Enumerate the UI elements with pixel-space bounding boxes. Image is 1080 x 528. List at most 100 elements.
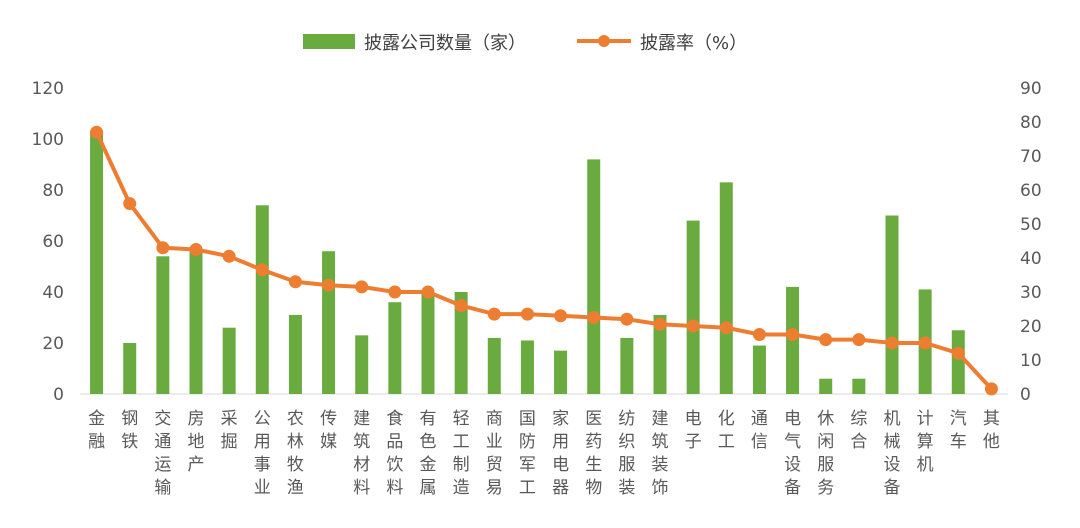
- bar: [886, 216, 899, 395]
- left-axis-tick-label: 60: [42, 232, 64, 252]
- right-axis: 0 10 20 30 40 50 60 70 80 90: [1020, 79, 1042, 405]
- rate-point: [256, 263, 269, 276]
- bar: [123, 343, 136, 394]
- rate-point: [720, 321, 733, 334]
- rate-point: [919, 337, 932, 350]
- bar: [223, 328, 236, 394]
- bar: [355, 335, 368, 394]
- rate-point: [388, 286, 401, 299]
- left-axis-tick-label: 100: [32, 130, 64, 150]
- rate-point: [753, 328, 766, 341]
- category-label: 建筑装饰: [652, 409, 669, 498]
- right-axis-tick-label: 0: [1020, 385, 1031, 405]
- bar-series: [90, 131, 965, 394]
- right-axis-tick-label: 90: [1020, 79, 1042, 99]
- bar: [620, 338, 633, 394]
- category-label: 金融: [88, 409, 105, 452]
- rate-point: [786, 328, 799, 341]
- right-axis-tick-label: 20: [1020, 317, 1042, 337]
- category-label: 建筑材料: [353, 409, 370, 498]
- legend-label-bar: 披露公司数量（家）: [364, 33, 526, 54]
- bar: [521, 340, 534, 394]
- bar: [156, 256, 169, 394]
- rate-point: [488, 308, 501, 321]
- category-label: 采掘: [221, 409, 238, 452]
- rate-point: [223, 250, 236, 263]
- rate-point: [886, 337, 899, 350]
- category-label: 电气设备: [784, 409, 801, 498]
- right-axis-tick-label: 50: [1020, 215, 1042, 235]
- rate-point: [819, 333, 832, 346]
- category-label: 房地产: [188, 409, 205, 475]
- category-label: 医药生物: [585, 409, 602, 498]
- left-axis-tick-label: 40: [42, 283, 64, 303]
- category-label: 汽车: [950, 409, 967, 452]
- category-label: 有色金属: [420, 409, 437, 498]
- right-axis-tick-label: 40: [1020, 249, 1042, 269]
- bar: [554, 351, 567, 394]
- rate-point: [687, 320, 700, 333]
- legend-label-line: 披露率（%）: [640, 33, 747, 54]
- bar: [587, 159, 600, 394]
- rate-point: [90, 126, 103, 139]
- rate-point: [554, 309, 567, 322]
- rate-point: [156, 241, 169, 254]
- right-axis-tick-label: 80: [1020, 113, 1042, 133]
- category-label: 商业贸易: [486, 409, 503, 498]
- bar: [289, 315, 302, 394]
- legend-swatch-bar: [303, 34, 355, 49]
- rate-point: [654, 318, 667, 331]
- category-label: 纺织服装: [618, 409, 635, 498]
- rate-point: [123, 197, 136, 210]
- category-label: 化工: [718, 409, 735, 452]
- category-label: 传媒: [320, 409, 337, 452]
- rate-point: [190, 243, 203, 256]
- rate-point: [587, 311, 600, 324]
- category-label: 公用事业: [254, 409, 271, 498]
- category-label: 机械设备: [884, 409, 901, 498]
- rate-point: [852, 333, 865, 346]
- bar: [952, 330, 965, 394]
- bar: [256, 205, 269, 394]
- category-label: 交通运输: [154, 409, 171, 498]
- rate-point: [521, 308, 534, 321]
- rate-point: [952, 347, 965, 360]
- rate-point: [455, 299, 468, 312]
- left-axis-tick-label: 120: [32, 79, 64, 99]
- left-axis-tick-label: 20: [42, 334, 64, 354]
- right-axis-tick-label: 10: [1020, 351, 1042, 371]
- right-axis-tick-label: 30: [1020, 283, 1042, 303]
- legend: 披露公司数量（家） 披露率（%）: [303, 33, 747, 54]
- category-label: 电子: [685, 409, 702, 452]
- category-label: 综合: [850, 409, 867, 452]
- category-label: 轻工制造: [453, 409, 470, 498]
- right-axis-tick-label: 70: [1020, 147, 1042, 167]
- category-label: 食品饮料: [386, 409, 403, 498]
- category-label: 钢铁: [121, 409, 138, 452]
- category-labels: 金融钢铁交通运输房地产采掘公用事业农林牧渔传媒建筑材料食品饮料有色金属轻工制造商…: [88, 409, 1000, 498]
- rate-point: [355, 280, 368, 293]
- bar: [687, 221, 700, 394]
- bar: [190, 251, 203, 394]
- legend-swatch-marker: [598, 35, 610, 47]
- rate-point: [620, 313, 633, 326]
- bar: [852, 379, 865, 394]
- rate-point: [422, 286, 435, 299]
- rate-point: [985, 382, 998, 395]
- category-label: 家用电器: [552, 409, 569, 498]
- bar: [819, 379, 832, 394]
- right-axis-tick-label: 60: [1020, 181, 1042, 201]
- rate-point: [289, 275, 302, 288]
- bar: [322, 251, 335, 394]
- left-axis-tick-label: 0: [53, 385, 64, 405]
- rate-point: [322, 279, 335, 292]
- category-label: 农林牧渔: [287, 409, 304, 498]
- bar: [388, 302, 401, 394]
- left-axis-tick-label: 80: [42, 181, 64, 201]
- bar: [720, 182, 733, 394]
- bar: [488, 338, 501, 394]
- bar: [90, 131, 103, 394]
- bar: [422, 292, 435, 394]
- category-label: 休闲服务: [817, 409, 834, 498]
